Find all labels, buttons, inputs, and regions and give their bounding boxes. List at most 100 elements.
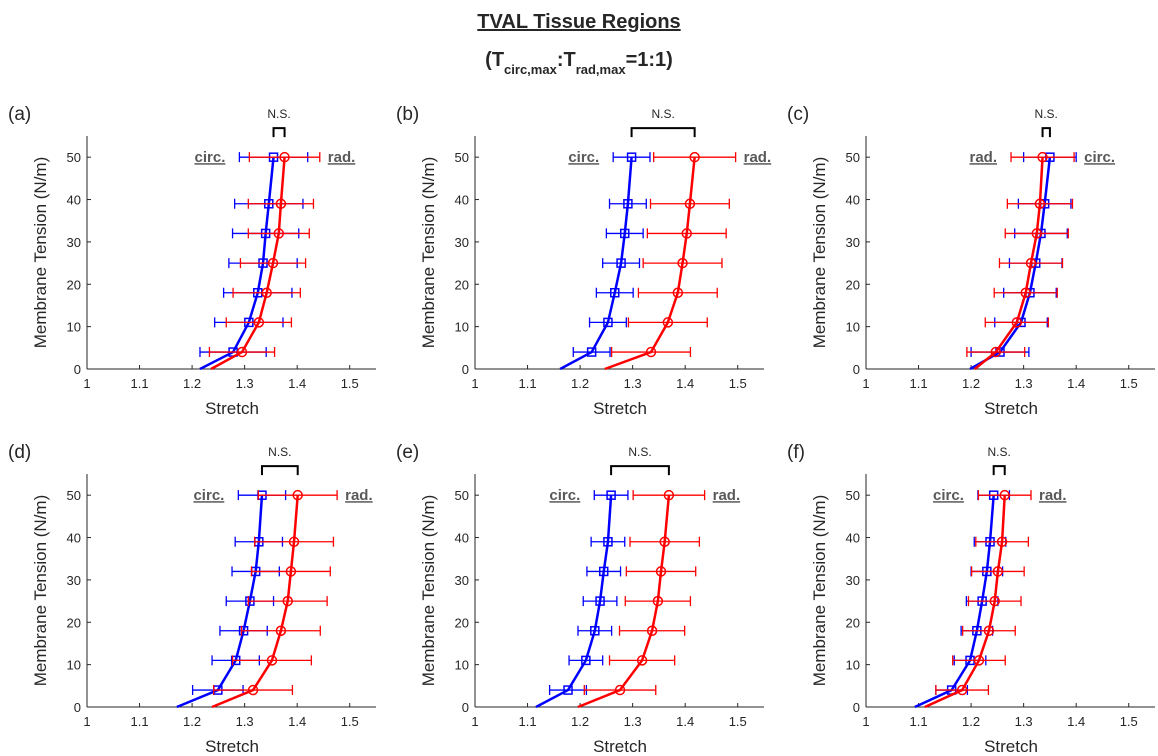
y-tick-label: 20 [455,615,469,630]
error-bar [608,655,676,666]
marker [616,258,626,268]
error-bar [582,596,618,607]
marker [267,257,279,269]
error-bar [577,625,613,636]
x-tick-label: 1.2 [571,714,589,729]
series-label: circ. [568,149,599,166]
significance-bracket [272,127,286,138]
marker [626,152,637,162]
x-tick-label: 1.2 [962,376,980,391]
marker [285,566,297,577]
error-bar [605,228,644,239]
error-bar [1010,152,1075,163]
panel-label: (e) [396,442,419,463]
marker [659,536,670,548]
series-label: circ. [933,487,964,504]
x-tick-label: 1 [471,714,478,729]
marker [990,346,1002,358]
y-tick-label: 10 [67,320,81,335]
error-bar [962,625,1016,636]
x-tick-label: 1.2 [183,714,201,729]
marker [636,655,648,666]
y-axis-label: Membrane Tension (N/m) [810,495,829,686]
y-tick-label: 30 [455,235,469,250]
error-bar [247,198,315,209]
x-tick-label: 1.4 [288,714,306,729]
x-tick-label: 1.3 [624,376,642,391]
error-bar [1004,228,1069,239]
figure-title: TVAL Tissue Regions [477,11,680,33]
marker [247,684,259,696]
marker [655,566,667,577]
marker [646,625,658,636]
marker [614,684,626,696]
x-tick-label: 1.5 [341,376,359,391]
series-label: rad. [713,487,741,504]
marker [253,317,265,328]
series-label: rad. [345,487,373,504]
panel-label: (c) [787,104,809,125]
fit-curve [969,157,1052,371]
y-tick-label: 20 [67,615,81,630]
error-bar [232,287,301,298]
marker [563,685,573,695]
y-tick-label: 0 [853,362,860,377]
error-bar [572,347,611,358]
series-label: rad. [970,149,998,166]
x-tick-label: 1.1 [910,714,928,729]
error-bar [653,152,737,163]
fit-curve [176,495,264,709]
y-axis-label: Membrane Tension (N/m) [31,495,50,686]
series-label: circ. [549,487,580,504]
series-label: rad. [1039,487,1067,504]
y-tick-label: 50 [455,150,469,165]
figure-subtitle: (Tcirc,max:Trad,max=1:1) [485,49,673,77]
x-axis-label: Stretch [984,737,1038,756]
marker [610,287,620,298]
x-tick-label: 1 [862,376,869,391]
error-bar [253,536,335,547]
error-bar [977,490,1032,501]
x-axis-label: Stretch [205,737,259,756]
error-bar [247,228,310,239]
marker [603,537,613,547]
marker [989,595,1000,607]
marker [645,346,657,358]
y-tick-label: 0 [853,700,860,715]
x-tick-label: 1.4 [1067,376,1085,391]
error-bar [612,152,651,163]
y-axis-label: Membrane Tension (N/m) [810,157,829,348]
y-tick-label: 10 [67,658,81,673]
x-tick-label: 1.3 [624,714,642,729]
y-tick-label: 40 [67,531,81,546]
x-tick-label: 1.2 [962,714,980,729]
marker [672,287,684,298]
error-bar [240,625,321,636]
error-bar [608,198,647,209]
x-tick-label: 1.2 [183,376,201,391]
marker [689,151,700,163]
y-tick-label: 0 [74,362,81,377]
y-tick-label: 40 [67,193,81,208]
y-tick-label: 10 [455,658,469,673]
x-tick-label: 1 [83,714,90,729]
error-bar [618,625,686,636]
x-tick-label: 1.3 [236,376,254,391]
error-bar [952,655,1006,666]
marker [1025,257,1037,269]
y-tick-label: 30 [846,235,860,250]
series-label: rad. [328,149,356,166]
marker [288,536,300,548]
error-bar [602,258,641,269]
error-bar [610,347,692,358]
marker [282,595,293,607]
marker [606,490,616,500]
marker [595,596,605,606]
subtitle-part: :T [557,49,576,71]
significance-bracket [1041,127,1051,138]
marker [1037,151,1048,163]
series-label: circ. [195,149,226,166]
error-bar [632,490,706,501]
error-bar [586,566,622,577]
